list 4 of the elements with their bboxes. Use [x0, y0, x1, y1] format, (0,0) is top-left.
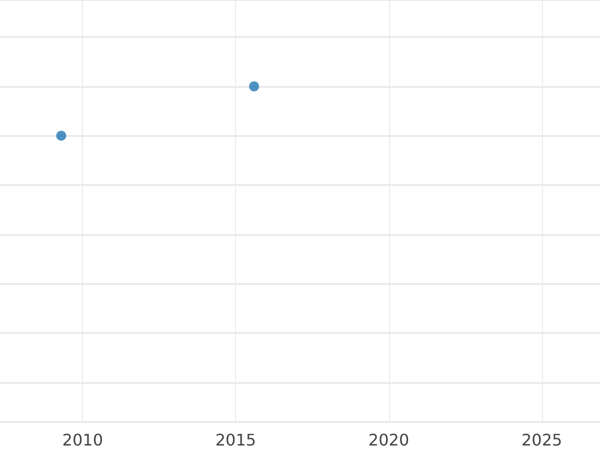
x-tick-label: 2020 [368, 430, 410, 450]
x-tick-label: 2025 [521, 430, 562, 450]
x-tick-label: 2015 [215, 430, 256, 450]
x-tick-label: 2010 [62, 430, 104, 450]
